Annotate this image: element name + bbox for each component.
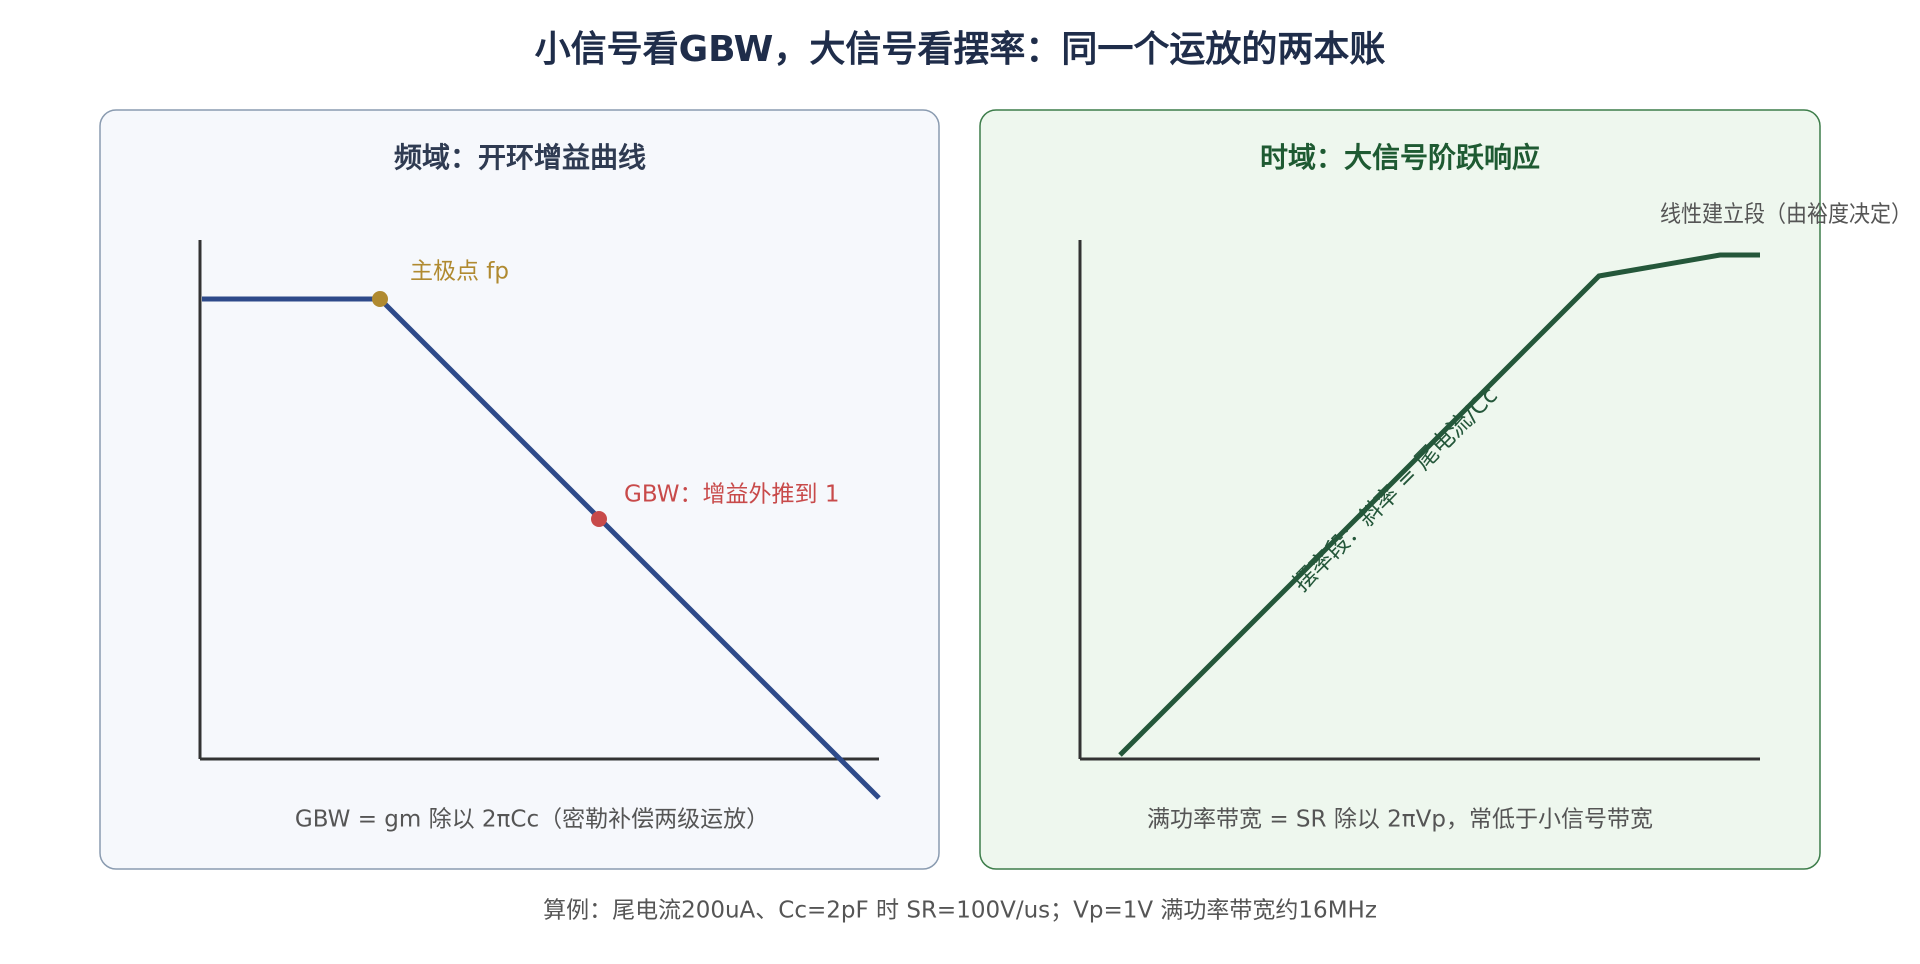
pole-dot xyxy=(372,291,388,307)
pole-label: 主极点 fp xyxy=(410,259,509,285)
settle-label: 线性建立段（由裕度决定） xyxy=(1660,202,1912,228)
caption: 满功率带宽 = SR 除以 2πVp，常低于小信号带宽 xyxy=(1147,807,1653,833)
caption: GBW = gm 除以 2πCc（密勒补偿两级运放） xyxy=(295,807,769,833)
page-title: 小信号看GBW，大信号看摆率：同一个运放的两本账 xyxy=(535,29,1386,70)
gbw-label: GBW：增益外推到 1 xyxy=(624,482,839,508)
panel-title: 时域：大信号阶跃响应 xyxy=(1260,141,1540,174)
step-curve xyxy=(1118,252,1760,757)
gbw-dot xyxy=(591,511,607,527)
footer-note: 算例：尾电流200uA、Cc=2pF 时 SR=100V/us；Vp=1V 满功… xyxy=(543,898,1377,924)
right-panel xyxy=(979,109,1821,870)
panel-title: 频域：开环增益曲线 xyxy=(394,141,646,174)
